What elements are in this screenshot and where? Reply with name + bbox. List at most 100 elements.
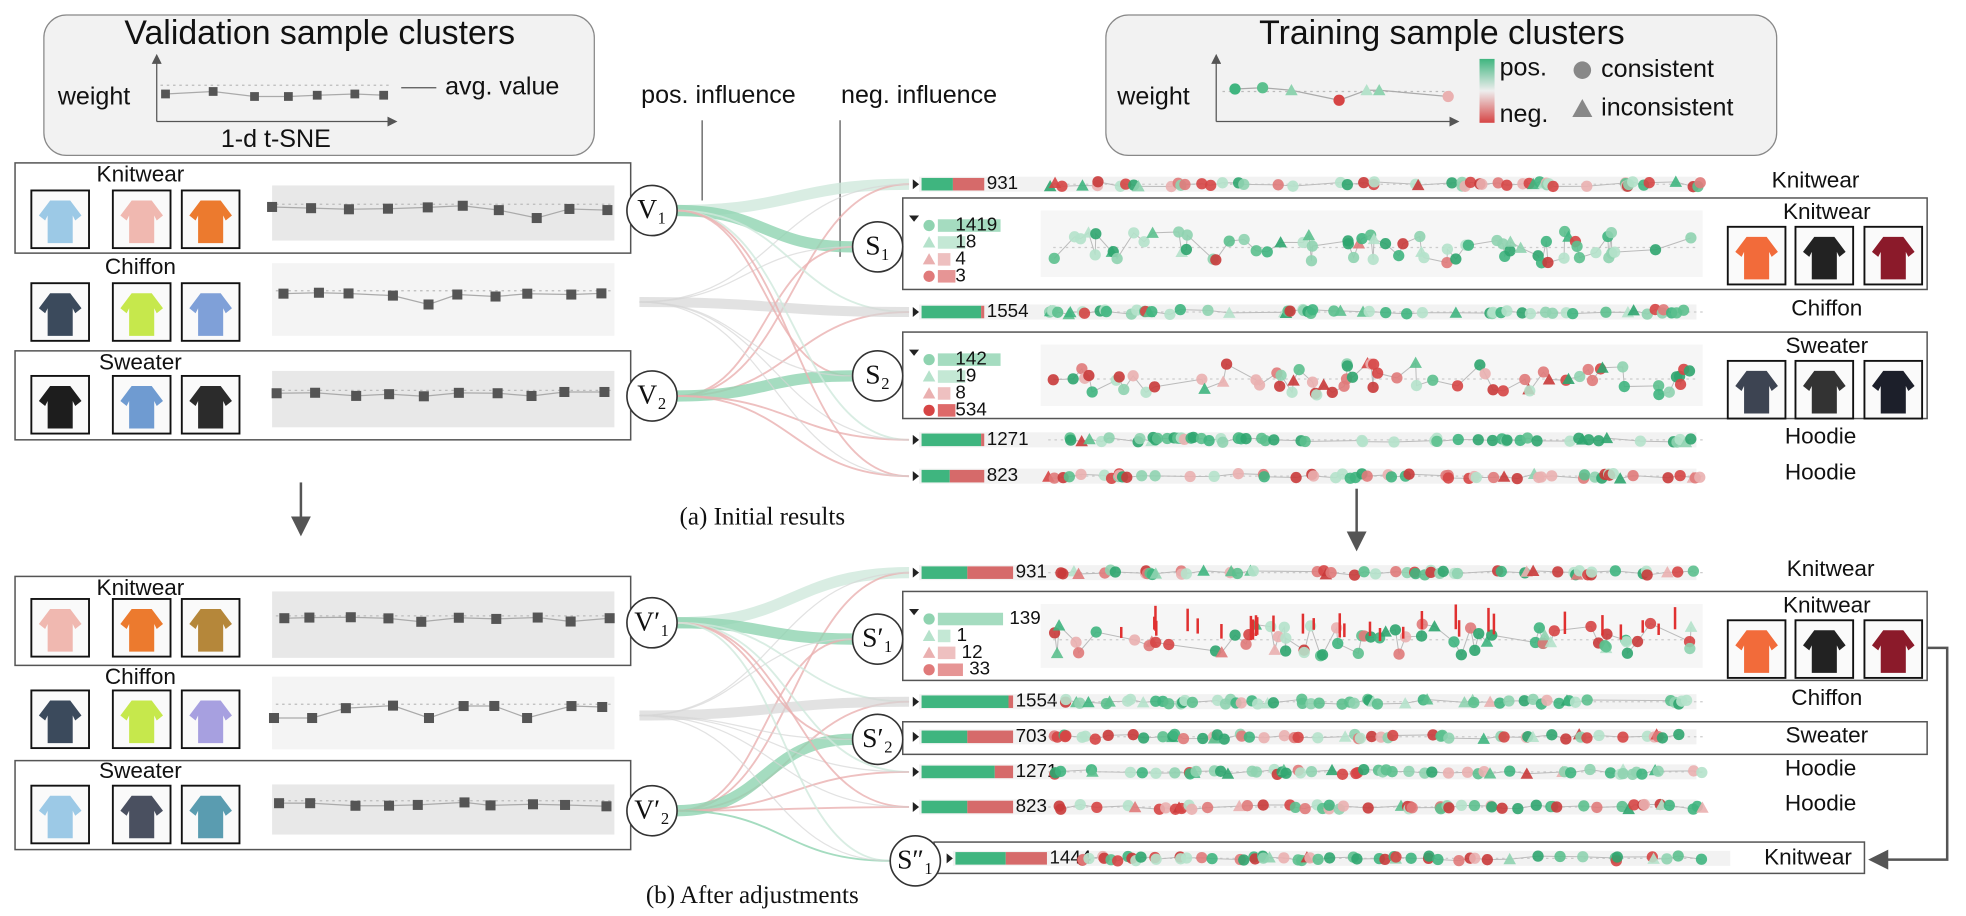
sample-mark xyxy=(1437,565,1449,578)
count-label: 1419 xyxy=(955,214,997,235)
sample-mark xyxy=(1492,177,1504,189)
sample-mark xyxy=(1416,307,1429,319)
sample-mark xyxy=(1127,370,1139,382)
weight-square xyxy=(564,203,575,214)
sample-mark xyxy=(1565,767,1577,779)
sample-mark xyxy=(1252,698,1264,710)
sample-mark xyxy=(1138,236,1150,248)
flow xyxy=(677,370,853,402)
sample-mark xyxy=(1672,850,1684,862)
sample-mark xyxy=(1547,180,1559,193)
sample-mark xyxy=(1483,767,1497,779)
garment xyxy=(1803,630,1846,673)
weight-square xyxy=(566,289,577,300)
sample-mark xyxy=(1379,853,1391,866)
legend-title: Validation sample clusters xyxy=(124,14,515,52)
weight-square xyxy=(489,700,500,711)
node-label: V′₂ xyxy=(634,793,670,824)
sample-mark xyxy=(1611,851,1623,863)
sample-mark xyxy=(1609,565,1621,577)
count-label: 931 xyxy=(987,172,1018,193)
count-bar xyxy=(994,765,1014,779)
sample-mark xyxy=(1636,768,1648,780)
sample-mark xyxy=(1405,852,1417,864)
cluster-label: Sweater xyxy=(99,349,182,374)
sample-mark xyxy=(1312,732,1324,744)
garment xyxy=(189,608,232,652)
count-label: 18 xyxy=(955,230,976,251)
garment xyxy=(120,608,163,652)
cluster-node xyxy=(626,370,678,422)
legend-triangle xyxy=(922,236,936,248)
sample-mark xyxy=(1694,471,1706,483)
caption: (a) Initial results xyxy=(680,504,846,531)
sample-mark xyxy=(1627,470,1639,482)
sample-mark xyxy=(1341,179,1354,191)
sample-mark xyxy=(1346,371,1359,383)
sample-mark xyxy=(1481,854,1493,866)
sample-mark xyxy=(1206,852,1218,865)
sample-mark xyxy=(1620,636,1633,648)
sample-mark xyxy=(1103,432,1115,444)
sample-mark xyxy=(1287,180,1299,192)
weight-square xyxy=(599,386,610,397)
sample-mark xyxy=(1259,434,1272,447)
weight-line xyxy=(284,616,610,623)
sample-mark xyxy=(1411,178,1425,191)
legend-triangle xyxy=(922,646,936,658)
sample-mark xyxy=(1638,798,1650,811)
sample-mark xyxy=(1190,765,1202,778)
cluster-label: Sweater xyxy=(1785,723,1868,748)
weight-square xyxy=(531,213,542,224)
sample-mark xyxy=(1305,255,1318,267)
sample-mark xyxy=(1238,854,1250,866)
sample-mark xyxy=(1163,638,1175,651)
sample-mark xyxy=(1596,361,1609,373)
sample-mark xyxy=(1083,852,1095,865)
weight-square xyxy=(382,203,393,214)
sample-mark xyxy=(1501,179,1513,191)
sample-mark xyxy=(1643,177,1655,189)
sample-mark xyxy=(1334,304,1347,316)
weight-square xyxy=(283,92,293,101)
sample-mark xyxy=(1348,569,1361,581)
sample-mark xyxy=(1302,229,1316,241)
sample-mark xyxy=(1351,853,1363,865)
sample-mark xyxy=(1180,243,1193,256)
count-bar xyxy=(921,730,968,744)
sample-mark xyxy=(1652,765,1664,777)
sample-mark xyxy=(1512,802,1524,815)
sample-mark xyxy=(1380,307,1392,319)
sample-mark xyxy=(1160,802,1172,814)
sample-mark xyxy=(1299,802,1311,815)
sample-mark xyxy=(1449,306,1463,318)
garment xyxy=(1735,370,1778,414)
sample-mark xyxy=(1290,471,1302,484)
sample-mark xyxy=(1535,471,1547,483)
sample-mark xyxy=(1628,799,1640,811)
sample-mark xyxy=(1591,801,1603,814)
sample-mark xyxy=(1542,373,1556,385)
weight-square xyxy=(453,612,464,623)
sample-mark xyxy=(1366,730,1378,743)
weight-square xyxy=(379,90,389,100)
sample-mark xyxy=(1050,646,1064,659)
sample-mark xyxy=(1196,373,1208,385)
arrow xyxy=(1868,646,1949,870)
sample-mark xyxy=(1684,620,1698,632)
sample-mark xyxy=(1075,468,1087,481)
weight-square xyxy=(343,204,354,215)
sample-mark xyxy=(1448,636,1460,648)
count-label: 823 xyxy=(1016,795,1047,816)
weight-square xyxy=(383,613,394,624)
weight-square xyxy=(412,799,423,810)
legend-circle xyxy=(1573,61,1592,79)
sample-mark xyxy=(1367,381,1379,393)
label: 1-d t-SNE xyxy=(221,125,331,153)
flow xyxy=(677,395,910,441)
weight-square xyxy=(387,290,398,301)
weight-square xyxy=(387,700,399,711)
weight-square xyxy=(208,87,218,96)
sample-mark xyxy=(1498,731,1510,743)
weight-square xyxy=(490,291,501,302)
